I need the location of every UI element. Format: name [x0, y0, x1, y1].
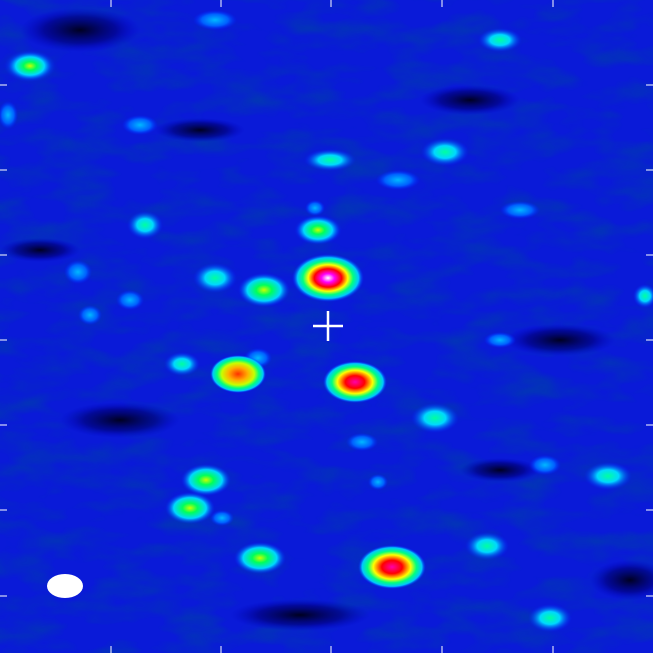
- source-8: [234, 542, 286, 574]
- faint-sources: [0, 10, 653, 632]
- beam-ellipse: [47, 574, 83, 598]
- dark-patches: [0, 8, 653, 631]
- source-9: [296, 216, 340, 244]
- source-5: [238, 273, 290, 307]
- source-7: [165, 492, 215, 524]
- source-4: [210, 355, 266, 393]
- source-1: [292, 254, 364, 302]
- source-10: [8, 52, 52, 80]
- source-3: [358, 545, 426, 589]
- source-6: [181, 464, 231, 496]
- bright-sources: [8, 52, 426, 589]
- crosshair-marker: [313, 311, 343, 341]
- source-2: [323, 361, 387, 403]
